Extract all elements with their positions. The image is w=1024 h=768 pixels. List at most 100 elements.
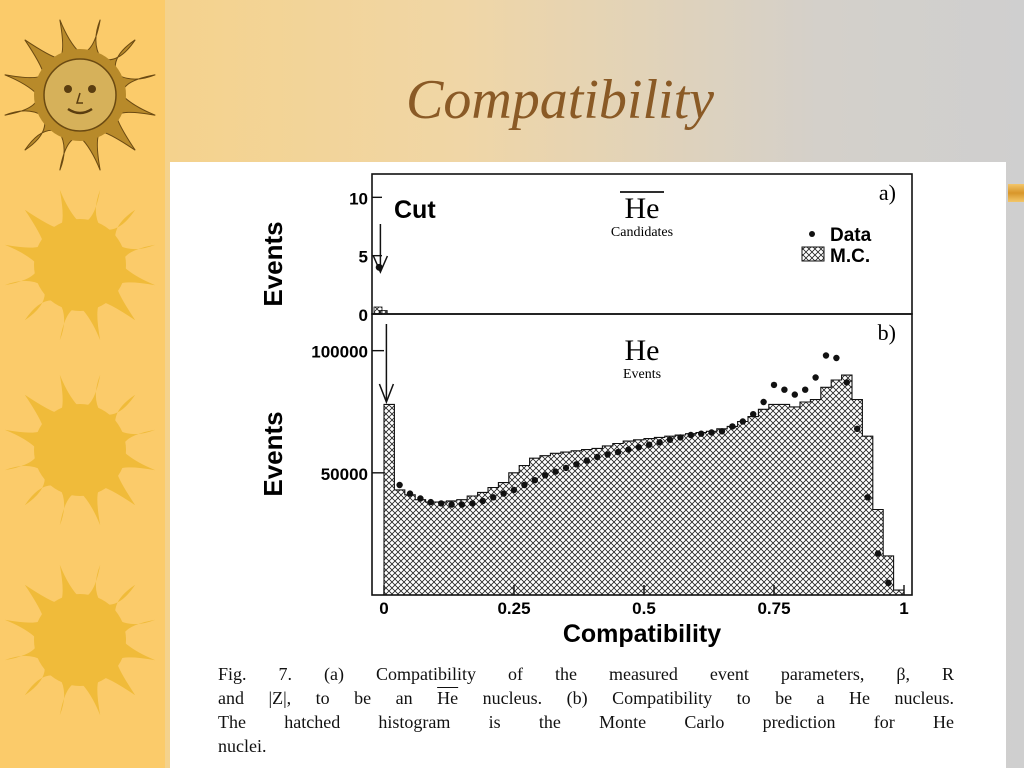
mc-bar <box>623 441 633 595</box>
legend-data-label: Data <box>830 225 872 246</box>
data-point <box>822 352 830 359</box>
slide-title: Compatibility <box>406 69 714 131</box>
data-point <box>812 374 819 381</box>
metal-sun-face-icon <box>4 19 156 171</box>
sun-disc <box>34 404 126 496</box>
data-point <box>646 441 653 448</box>
data-point <box>490 494 497 501</box>
data-point <box>718 428 726 435</box>
mc-bar <box>748 417 758 595</box>
data-point <box>833 354 840 362</box>
cut-arrowhead <box>372 255 389 274</box>
data-point <box>448 501 455 508</box>
mc-bar <box>717 429 727 595</box>
data-point <box>458 501 466 508</box>
mc-bar <box>644 439 654 595</box>
caption-line: and |Z|, to be an He nucleus. (b) Compat… <box>218 688 955 708</box>
data-point <box>375 263 383 271</box>
mc-bar <box>446 501 456 595</box>
data-point <box>729 423 736 430</box>
decorative-accent-bar <box>1008 184 1024 202</box>
figure-caption: Fig. 7. (a) Compatibility of the measure… <box>218 662 954 758</box>
mc-bar <box>675 435 685 595</box>
data-point <box>885 579 892 586</box>
figure-panel: 0 5 10 Events a) He Candidates Cut Data M.C. 5000… <box>170 162 1006 768</box>
mc-bar <box>665 436 675 595</box>
sun-eye <box>64 85 72 93</box>
mc-bar <box>810 400 820 595</box>
data-point <box>625 446 632 453</box>
mc-bar <box>654 437 664 595</box>
sun-mouth <box>67 107 93 115</box>
panel-title: He <box>625 192 660 225</box>
data-point <box>770 381 778 389</box>
mc-bar <box>790 407 800 595</box>
data-point <box>802 386 809 393</box>
data-point <box>583 457 590 464</box>
mc-bar <box>727 426 737 595</box>
sun-nose <box>75 92 83 104</box>
x-axis-label: Compatibility <box>563 620 721 648</box>
mc-bar <box>613 444 623 595</box>
mc-bar <box>426 502 436 595</box>
mc-bar <box>478 492 488 595</box>
mc-histogram <box>383 374 905 596</box>
decorative-sidebar <box>0 0 165 768</box>
caption-line: The hatched histogram is the Monte Carlo… <box>218 712 954 732</box>
data-point <box>510 486 518 494</box>
data-point <box>750 411 757 418</box>
x-tick-label: 0.75 <box>757 599 790 618</box>
data-point <box>531 477 538 484</box>
sun-ray <box>4 19 156 171</box>
y-axis-label: Events <box>258 221 288 306</box>
mc-bar <box>634 440 644 595</box>
data-point <box>677 434 684 441</box>
data-point <box>687 431 694 439</box>
data-point <box>573 461 580 468</box>
mc-bar <box>571 451 581 595</box>
data-point <box>854 425 861 432</box>
data-point <box>760 398 767 406</box>
y-axis-label: Events <box>258 411 288 496</box>
sun-disc <box>34 219 126 311</box>
y-tick-label: 10 <box>349 189 368 208</box>
legend-mc-swatch <box>801 246 825 262</box>
data-point <box>479 497 486 505</box>
data-point <box>698 430 705 437</box>
y-tick-label: 50000 <box>321 465 368 484</box>
mc-bar <box>821 387 831 595</box>
sun-icon <box>4 564 156 716</box>
mc-bar <box>831 380 841 595</box>
cut-arrowhead <box>378 383 395 405</box>
data-point <box>521 481 528 489</box>
data-point <box>438 500 445 507</box>
data-point <box>417 495 424 502</box>
mc-bar <box>415 500 425 595</box>
sun-disc <box>34 594 126 686</box>
legend-data-marker <box>809 231 815 237</box>
x-tick-label: 0.5 <box>632 599 656 618</box>
mc-bar <box>779 404 789 595</box>
data-point <box>469 500 476 507</box>
panel-label: a) <box>879 180 896 205</box>
y-tick-label: 0 <box>359 306 368 325</box>
data-point <box>843 379 850 386</box>
mc-bar <box>436 502 446 595</box>
caption-line: Fig. 7. (a) Compatibility of the measure… <box>218 664 954 684</box>
data-point <box>500 490 507 497</box>
sun-eye <box>88 85 96 93</box>
x-tick-label: 1 <box>899 599 908 618</box>
legend-mc-label: M.C. <box>830 246 870 267</box>
mc-bar <box>405 495 415 595</box>
mc-bar <box>686 434 696 595</box>
data-point <box>406 490 414 497</box>
panel-subtitle: Events <box>623 367 661 382</box>
x-tick-label: 0 <box>379 599 388 618</box>
caption-line: nuclei. <box>218 736 267 756</box>
sun-ray <box>4 189 156 341</box>
data-point <box>604 451 611 458</box>
panel-subtitle: Candidates <box>611 225 673 240</box>
data-point <box>396 481 403 489</box>
sun-decorations <box>4 19 156 716</box>
